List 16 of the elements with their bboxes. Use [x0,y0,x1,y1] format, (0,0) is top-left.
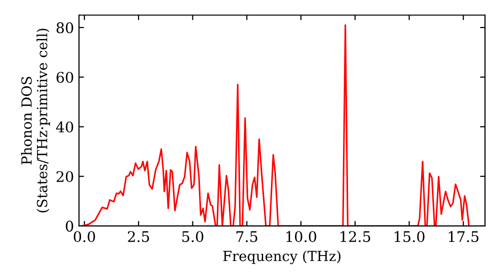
x-tick-label: 0.0 [74,231,96,242]
x-tick-label: 5.0 [182,231,204,242]
x-axis-title: Frequency (THz) [223,250,340,264]
y-tick-label: 80 [56,22,74,34]
x-tick-label: 12.5 [340,231,370,242]
x-tick-label: 15.0 [394,231,424,242]
y-tick-label: 20 [56,171,74,182]
y-axis-title: Phonon DOS (States/THz·primitive cell) [21,28,50,212]
x-tick-label: 17.5 [448,231,478,242]
y-tick-label: 60 [56,72,74,83]
y-tick-label: 40 [56,121,74,132]
y-tick-label: 0 [66,220,74,232]
x-tick-label: 7.5 [236,231,258,242]
line-series [81,24,470,226]
x-tick-label: 2.5 [128,231,150,242]
x-tick-label: 10.0 [286,231,316,242]
